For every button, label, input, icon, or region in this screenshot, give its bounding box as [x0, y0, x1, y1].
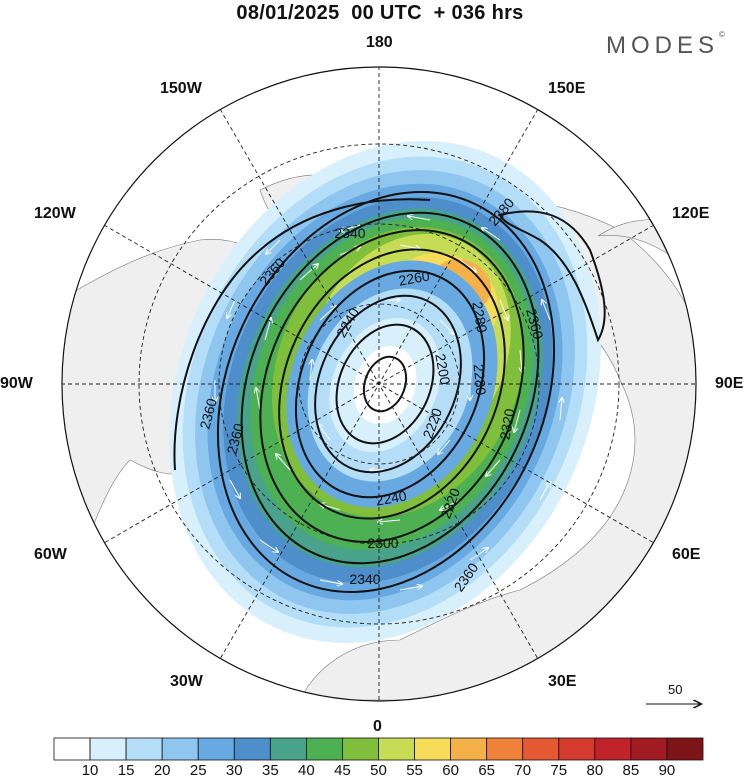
lon-label-120e: 120E: [672, 205, 710, 222]
colorbar-swatch: [161, 737, 199, 761]
colorbar-tick-label: 90: [658, 762, 676, 779]
colorbar-swatch: [197, 737, 235, 761]
lon-label-150e: 150E: [548, 80, 586, 97]
colorbar-swatch: [125, 737, 163, 761]
brand-mark: ©: [719, 30, 725, 39]
colorbar-tick-label: 20: [153, 762, 171, 779]
contour-label: 2320: [496, 407, 517, 441]
colorbar-tick-label: 25: [189, 762, 207, 779]
colorbar-swatch: [269, 737, 307, 761]
height-contours: [173, 191, 606, 593]
contour-label: 2240: [374, 487, 408, 508]
wind-vectors: [215, 216, 562, 591]
colorbar-tick-label: 45: [334, 762, 351, 779]
colorbar-swatch: [666, 737, 704, 761]
contour-label: 2300: [367, 535, 398, 551]
lon-label-30e: 30E: [548, 673, 577, 690]
lon-label-180: 180: [366, 34, 393, 51]
colorbar-swatch: [486, 737, 524, 761]
contour-label: 2280: [471, 363, 490, 396]
lon-label-60e: 60E: [672, 546, 701, 563]
colorbar-tick-label: 10: [81, 762, 99, 779]
colorbar-swatch: [630, 737, 668, 761]
colorbar-tick-label: 60: [442, 762, 459, 779]
colorbar-swatch: [414, 737, 452, 761]
lon-label-60w: 60W: [34, 546, 67, 563]
colorbar-tick-label: 15: [117, 762, 135, 779]
colorbar-tick-label: 50: [370, 762, 387, 779]
brand-text: MODES: [606, 32, 720, 59]
colorbar-swatch: [89, 737, 127, 761]
colorbar-swatch: [53, 737, 91, 761]
colorbar-swatch: [342, 737, 379, 761]
colorbar-tick-label: 40: [298, 762, 315, 779]
contour-label: 2360: [523, 307, 547, 341]
colorbar-swatch: [450, 737, 488, 761]
brand-logo: MODES©: [606, 30, 725, 60]
lon-label-150w: 150W: [160, 80, 202, 97]
wind-speed-shading: [169, 140, 601, 644]
colorbar: [53, 737, 704, 761]
colorbar-tick-label: 80: [586, 762, 604, 779]
colorbar-tick-label: 65: [478, 762, 495, 779]
colorbar-tick-label: 85: [622, 762, 640, 779]
reference-vector-arrow: [646, 699, 704, 709]
lon-label-90e: 90E: [715, 375, 744, 392]
colorbar-swatch: [378, 737, 415, 761]
contour-label: 2340: [349, 571, 380, 587]
lon-label-0: 0: [373, 718, 382, 735]
contour-label: 2260: [397, 267, 431, 288]
lon-label-30w: 30W: [170, 673, 203, 690]
lon-label-120w: 120W: [34, 205, 76, 222]
graticule: [62, 67, 696, 701]
contour-label: 2280: [469, 300, 490, 334]
colorbar-swatch: [305, 737, 343, 761]
contour-label: 2360: [223, 421, 247, 455]
lon-label-90w: 90W: [0, 375, 33, 392]
colorbar-tick-label: 70: [514, 762, 532, 779]
contour-label: 2360: [196, 396, 220, 430]
colorbar-tick-label: 30: [225, 762, 243, 779]
contour-label: 2340: [334, 225, 365, 241]
map-title: 08/01/2025 00 UTC + 036 hrs: [236, 2, 524, 24]
contour-label: 2200: [432, 352, 453, 386]
colorbar-tick-label: 75: [550, 762, 568, 779]
colorbar-swatch: [558, 737, 596, 761]
colorbar-tick-label: 55: [406, 762, 423, 779]
colorbar-swatch: [522, 737, 560, 761]
colorbar-swatch: [594, 737, 632, 761]
colorbar-tick-label: 35: [261, 762, 279, 779]
reference-vector-value: 50: [668, 682, 683, 697]
colorbar-swatch: [233, 737, 271, 761]
